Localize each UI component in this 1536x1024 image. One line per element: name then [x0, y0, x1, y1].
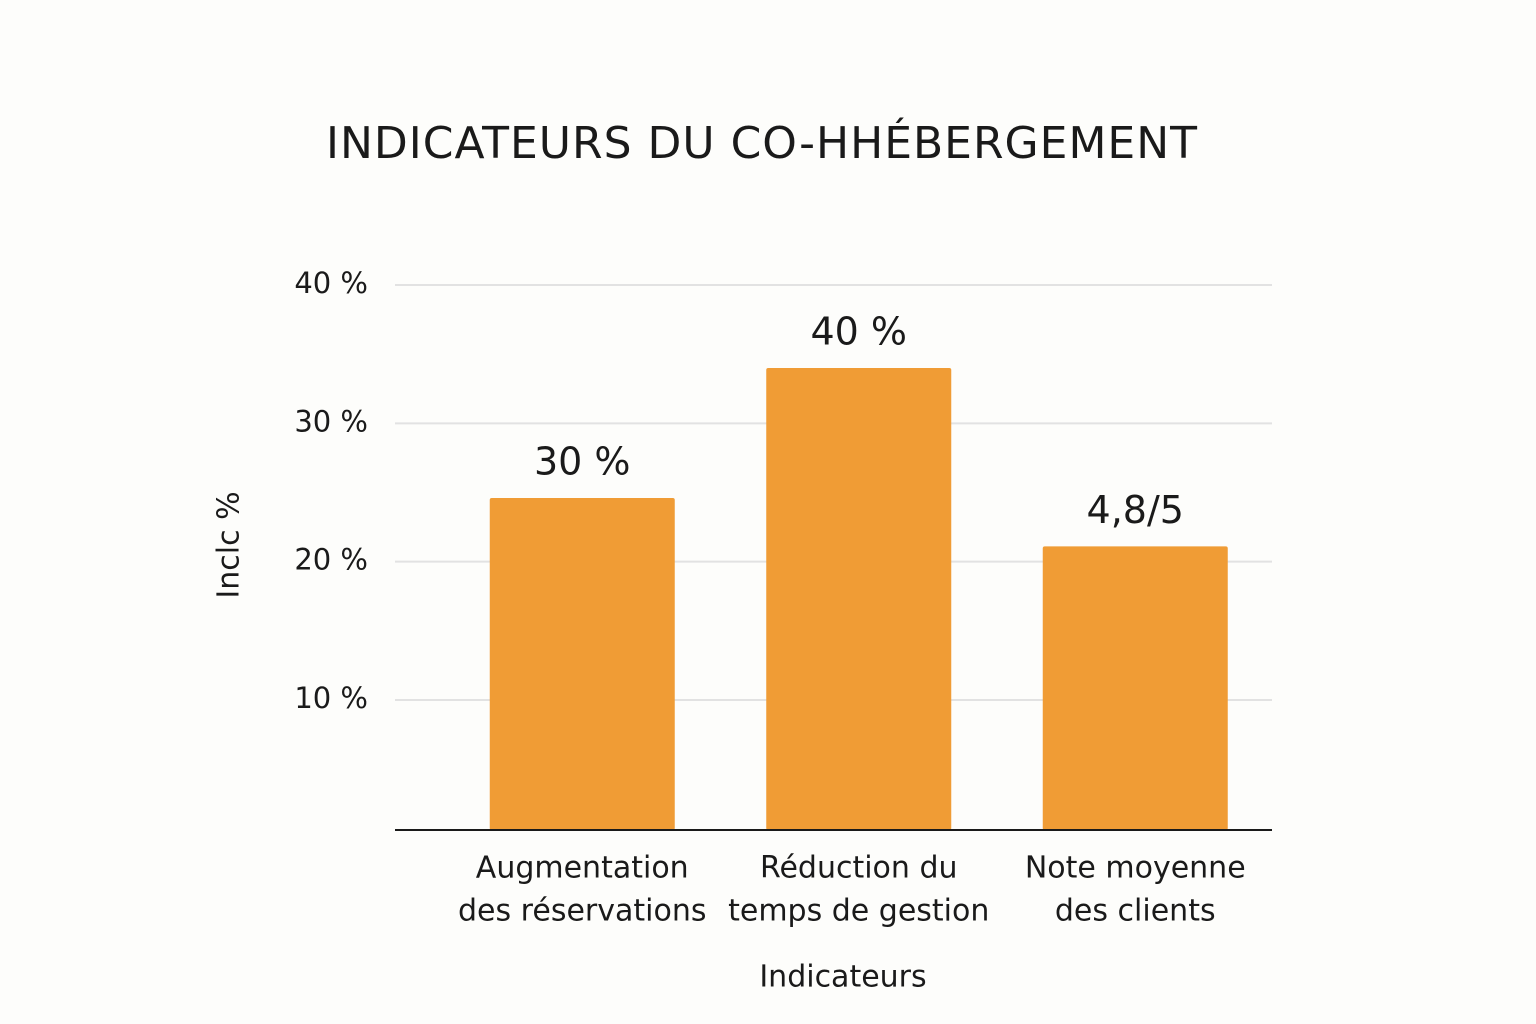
x-tick-label: Augmentation: [476, 851, 689, 886]
y-tick-label: 10 %: [294, 681, 368, 715]
x-axis-label: Indicateurs: [759, 960, 926, 995]
bar: [766, 367, 952, 830]
x-tick-label: Note moyenne: [1025, 851, 1246, 886]
x-tick-label: des clients: [1055, 894, 1216, 929]
chart-title: INDICATEURS DU CO-HHÉBERGEMENT: [326, 116, 1198, 169]
bar: [1042, 546, 1228, 830]
x-tick-label: Réduction du: [760, 851, 958, 886]
bar-annotation: 40 %: [810, 309, 907, 353]
y-tick-label: 20 %: [294, 543, 368, 577]
x-tick-label: temps de gestion: [728, 894, 989, 929]
y-tick-label: 30 %: [294, 404, 368, 438]
y-axis-label: Inclc %: [212, 491, 247, 598]
x-tick-label: des réservations: [458, 894, 706, 929]
bar-annotation: 4,8/5: [1087, 488, 1184, 532]
y-tick-label: 40 %: [294, 266, 368, 300]
bar: [489, 498, 675, 830]
bar-annotation: 30 %: [534, 440, 631, 484]
